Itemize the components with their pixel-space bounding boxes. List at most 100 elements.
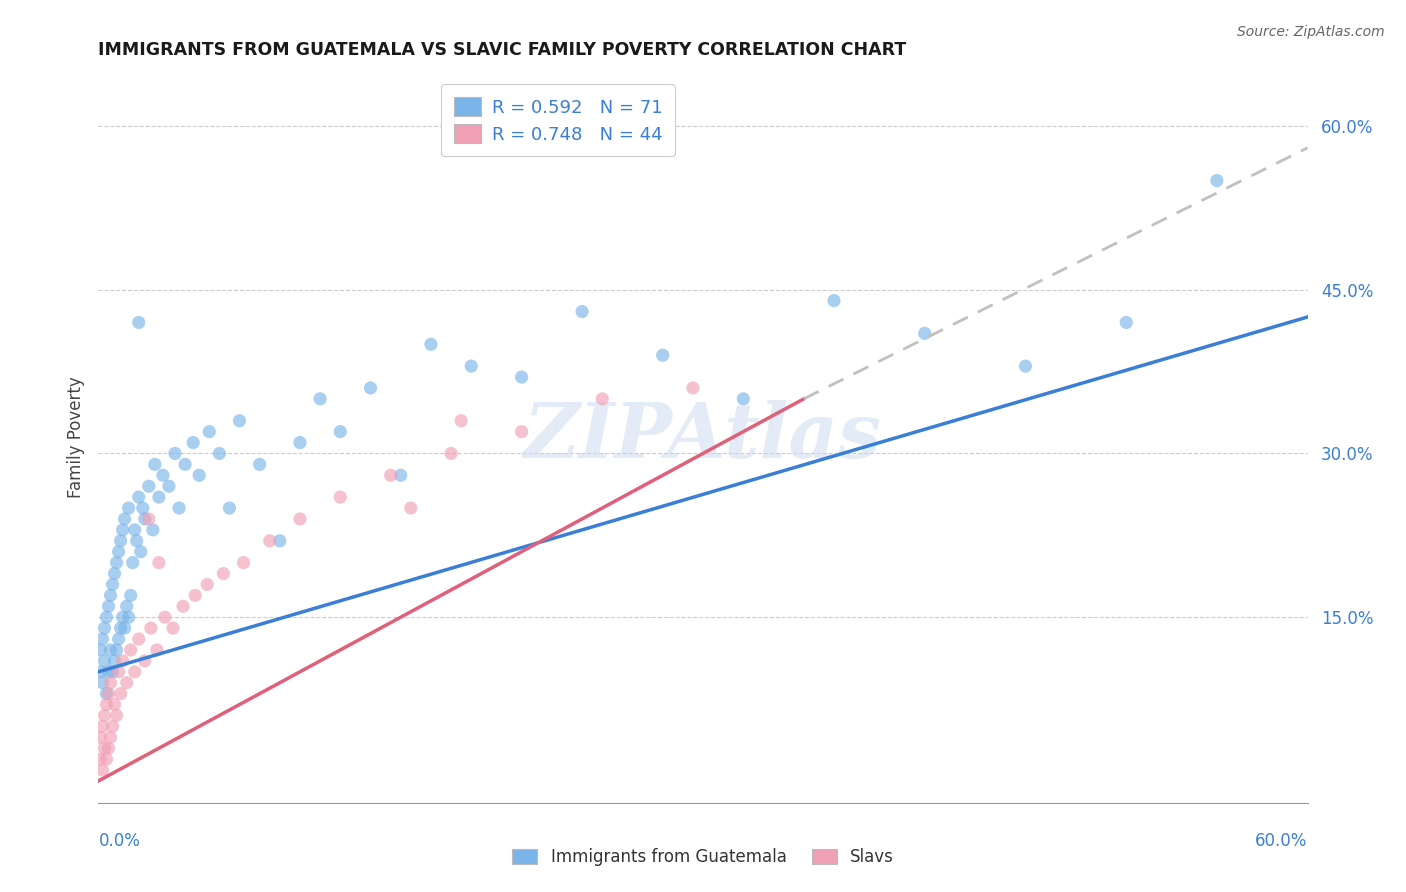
Point <box>360 381 382 395</box>
Text: Source: ZipAtlas.com: Source: ZipAtlas.com <box>1237 25 1385 39</box>
Point <box>124 665 146 679</box>
Point <box>571 304 593 318</box>
Point <box>138 512 160 526</box>
Point <box>152 468 174 483</box>
Point <box>107 545 129 559</box>
Point <box>208 446 231 460</box>
Point <box>450 414 472 428</box>
Point <box>101 665 124 679</box>
Point <box>125 533 148 548</box>
Point <box>97 741 120 756</box>
Text: IMMIGRANTS FROM GUATEMALA VS SLAVIC FAMILY POVERTY CORRELATION CHART: IMMIGRANTS FROM GUATEMALA VS SLAVIC FAMI… <box>98 41 907 59</box>
Point <box>733 392 755 406</box>
Point <box>120 643 142 657</box>
Point <box>218 501 240 516</box>
Point <box>212 566 235 581</box>
Point <box>1115 315 1137 329</box>
Point <box>115 675 138 690</box>
Point <box>329 425 352 439</box>
Point <box>110 621 132 635</box>
Point <box>118 501 141 516</box>
Point <box>259 533 281 548</box>
Point <box>440 446 463 460</box>
Point <box>89 731 111 745</box>
Point <box>118 610 141 624</box>
Text: ZIPAtlas: ZIPAtlas <box>524 401 882 474</box>
Point <box>103 566 125 581</box>
Point <box>100 588 122 602</box>
Point <box>97 687 120 701</box>
Point <box>232 556 254 570</box>
Point <box>591 392 613 406</box>
Point <box>1206 173 1229 187</box>
Point <box>121 556 143 570</box>
Point <box>195 577 218 591</box>
Point <box>823 293 845 308</box>
Point <box>138 479 160 493</box>
Point <box>682 381 704 395</box>
Point <box>93 741 115 756</box>
Point <box>89 752 111 766</box>
Point <box>93 708 115 723</box>
Point <box>111 654 134 668</box>
Point <box>651 348 673 362</box>
Point <box>97 599 120 614</box>
Point <box>157 479 180 493</box>
Y-axis label: Family Poverty: Family Poverty <box>66 376 84 498</box>
Point <box>143 458 166 472</box>
Point <box>93 621 115 635</box>
Point <box>91 675 114 690</box>
Point <box>120 588 142 602</box>
Point <box>107 632 129 646</box>
Point <box>510 425 533 439</box>
Point <box>228 414 250 428</box>
Text: 60.0%: 60.0% <box>1256 832 1308 850</box>
Point <box>188 468 211 483</box>
Point <box>420 337 443 351</box>
Point <box>146 643 169 657</box>
Point <box>101 719 124 733</box>
Point <box>110 533 132 548</box>
Point <box>132 501 155 516</box>
Point <box>96 698 118 712</box>
Point <box>111 610 134 624</box>
Point <box>288 512 311 526</box>
Legend: Immigrants from Guatemala, Slavs: Immigrants from Guatemala, Slavs <box>503 840 903 875</box>
Point <box>93 654 115 668</box>
Point <box>96 752 118 766</box>
Point <box>111 523 134 537</box>
Point <box>162 621 184 635</box>
Point <box>510 370 533 384</box>
Point <box>129 545 152 559</box>
Point <box>105 556 128 570</box>
Point <box>114 512 136 526</box>
Point <box>97 665 120 679</box>
Point <box>399 501 422 516</box>
Point <box>174 458 197 472</box>
Point <box>89 643 111 657</box>
Point <box>181 435 204 450</box>
Point <box>380 468 402 483</box>
Point <box>103 654 125 668</box>
Point <box>115 599 138 614</box>
Point <box>100 731 122 745</box>
Point <box>148 490 170 504</box>
Point <box>172 599 194 614</box>
Point <box>91 632 114 646</box>
Point <box>128 632 150 646</box>
Point <box>134 654 156 668</box>
Point <box>107 665 129 679</box>
Point <box>128 315 150 329</box>
Point <box>96 610 118 624</box>
Point <box>100 675 122 690</box>
Point <box>148 556 170 570</box>
Point <box>249 458 271 472</box>
Legend: R = 0.592   N = 71, R = 0.748   N = 44: R = 0.592 N = 71, R = 0.748 N = 44 <box>441 84 675 156</box>
Point <box>163 446 186 460</box>
Point <box>142 523 165 537</box>
Point <box>288 435 311 450</box>
Point <box>89 665 111 679</box>
Point <box>184 588 207 602</box>
Point <box>114 621 136 635</box>
Point <box>103 698 125 712</box>
